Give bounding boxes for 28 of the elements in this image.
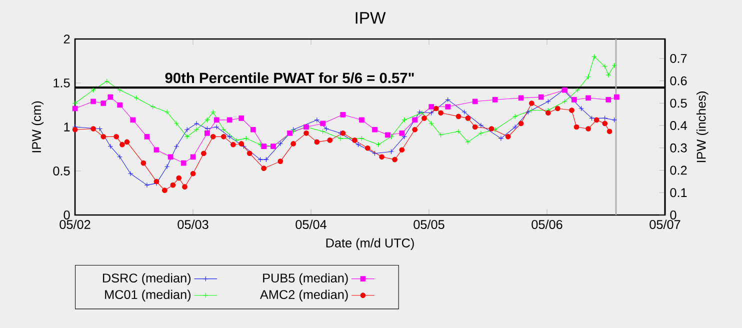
y2-tick-label: 0.5 — [670, 98, 687, 108]
legend-label: PUB5 (median) — [263, 273, 348, 286]
x-tick-label: 05/02 — [60, 220, 90, 230]
x-tick-label: 05/05 — [414, 220, 444, 230]
y2-tick-label: 0.2 — [670, 166, 687, 175]
chart-title: IPW — [356, 12, 386, 24]
y2-tick-label: 0 — [670, 210, 676, 220]
y-tick-label: 1 — [64, 122, 70, 132]
y2-tick-label: 0.1 — [670, 188, 687, 198]
ref-line-label: 90th Percentile PWAT for 5/6 = 0.57" — [165, 72, 414, 84]
legend-label: MC01 (median) — [105, 290, 191, 302]
y2-axis-title: IPW (inches) — [696, 92, 708, 162]
x-tick-label: 05/04 — [296, 220, 326, 230]
y-tick-label: 0.5 — [53, 166, 70, 176]
x-tick-label: 05/03 — [178, 220, 208, 230]
y2-tick-label: 0.4 — [670, 121, 687, 130]
y-tick-label: 1.5 — [54, 78, 70, 88]
x-tick-label: 05/07 — [650, 220, 680, 230]
y2-tick-label: 0.7 — [670, 54, 687, 63]
legend-label: DSRC (median) — [102, 273, 191, 286]
y-axis-title: IPW (cm) — [32, 101, 44, 152]
y-tick-label: 2 — [64, 34, 70, 44]
x-axis-title: Date (m/d UTC) — [326, 238, 414, 250]
x-tick-label: 05/06 — [532, 220, 562, 230]
y2-tick-label: 0.3 — [670, 143, 687, 152]
y-tick-label: 0 — [64, 210, 70, 220]
y2-tick-label: 0.6 — [670, 76, 687, 86]
legend-label: AMC2 (median) — [260, 290, 348, 302]
